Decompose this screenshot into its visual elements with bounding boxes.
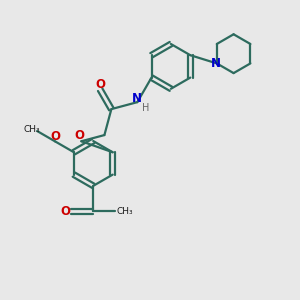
Text: CH₃: CH₃	[23, 125, 40, 134]
Text: N: N	[211, 57, 221, 70]
Text: H: H	[142, 103, 149, 112]
Text: O: O	[75, 129, 85, 142]
Text: O: O	[61, 205, 70, 218]
Text: O: O	[50, 130, 60, 142]
Text: CH₃: CH₃	[116, 207, 133, 216]
Text: O: O	[95, 78, 105, 91]
Text: N: N	[132, 92, 142, 105]
